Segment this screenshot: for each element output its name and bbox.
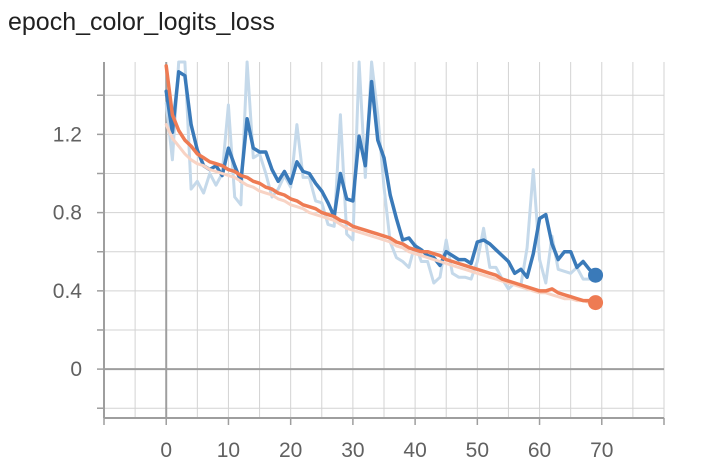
x-tick-labels: 0 10 20 30 40 50 60 70: [160, 439, 613, 462]
y-tick-label: 0.8: [53, 202, 82, 225]
y-tick-label: 0: [70, 358, 82, 381]
series-end-markers: [588, 267, 604, 311]
blue-smoothed-end-dot: [588, 267, 604, 283]
chart-title: epoch_color_logits_loss: [8, 8, 275, 36]
x-tick-label: 40: [403, 439, 426, 462]
x-tick-label: 60: [528, 439, 551, 462]
orange-smoothed-end-dot: [588, 295, 604, 311]
x-tick-label: 0: [160, 439, 172, 462]
x-tick-label: 30: [341, 439, 364, 462]
y-tick-labels: 0 0.4 0.8 1.2: [53, 123, 83, 381]
x-tick-label: 70: [590, 439, 613, 462]
x-tick-label: 20: [279, 439, 302, 462]
blue-smoothed-line: [164, 70, 598, 279]
y-tick-label: 0.4: [53, 280, 83, 303]
y-tick-label: 1.2: [53, 123, 82, 146]
x-tick-label: 50: [466, 439, 489, 462]
series-lines: [164, 60, 598, 305]
orange-raw-line: [164, 123, 598, 305]
axes: [97, 62, 665, 425]
orange-smoothed-line: [164, 64, 598, 305]
x-tick-label: 10: [217, 439, 240, 462]
